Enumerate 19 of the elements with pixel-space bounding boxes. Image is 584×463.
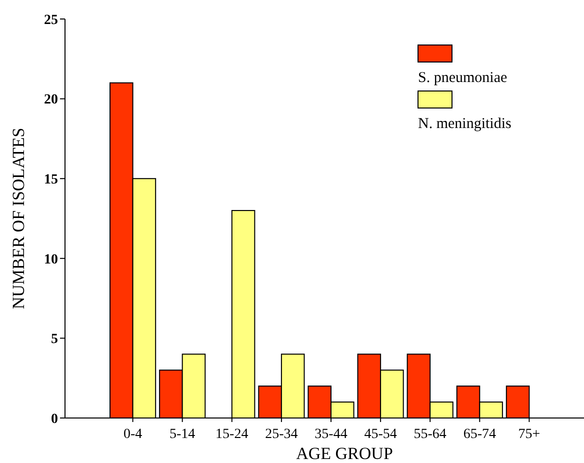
- x-tick-label: 35-44: [314, 427, 348, 442]
- x-tick-label: 45-54: [364, 427, 397, 442]
- x-tick-label: 65-74: [463, 427, 496, 442]
- legend-label: N. meningitidis: [418, 116, 512, 132]
- y-tick-label: 20: [44, 92, 58, 108]
- y-axis-title: NUMBER OF ISOLATES: [9, 128, 28, 310]
- y-tick-label: 0: [51, 412, 58, 427]
- y-tick-label: 15: [44, 172, 58, 188]
- x-tick-label: 75+: [518, 427, 540, 442]
- x-tick-label: 15-24: [216, 427, 248, 442]
- x-tick-label: 55-64: [414, 427, 446, 442]
- y-tick-label: 25: [44, 12, 58, 28]
- y-tick-label: 5: [51, 332, 58, 348]
- legend-label: S. pneumoniae: [418, 70, 508, 86]
- x-tick-label: 0-4: [123, 427, 142, 442]
- y-tick-label: 10: [44, 252, 58, 268]
- x-axis-title: AGE GROUP: [296, 444, 393, 463]
- x-tick-label: 25-34: [265, 427, 298, 442]
- x-tick-label: 5-14: [170, 427, 196, 442]
